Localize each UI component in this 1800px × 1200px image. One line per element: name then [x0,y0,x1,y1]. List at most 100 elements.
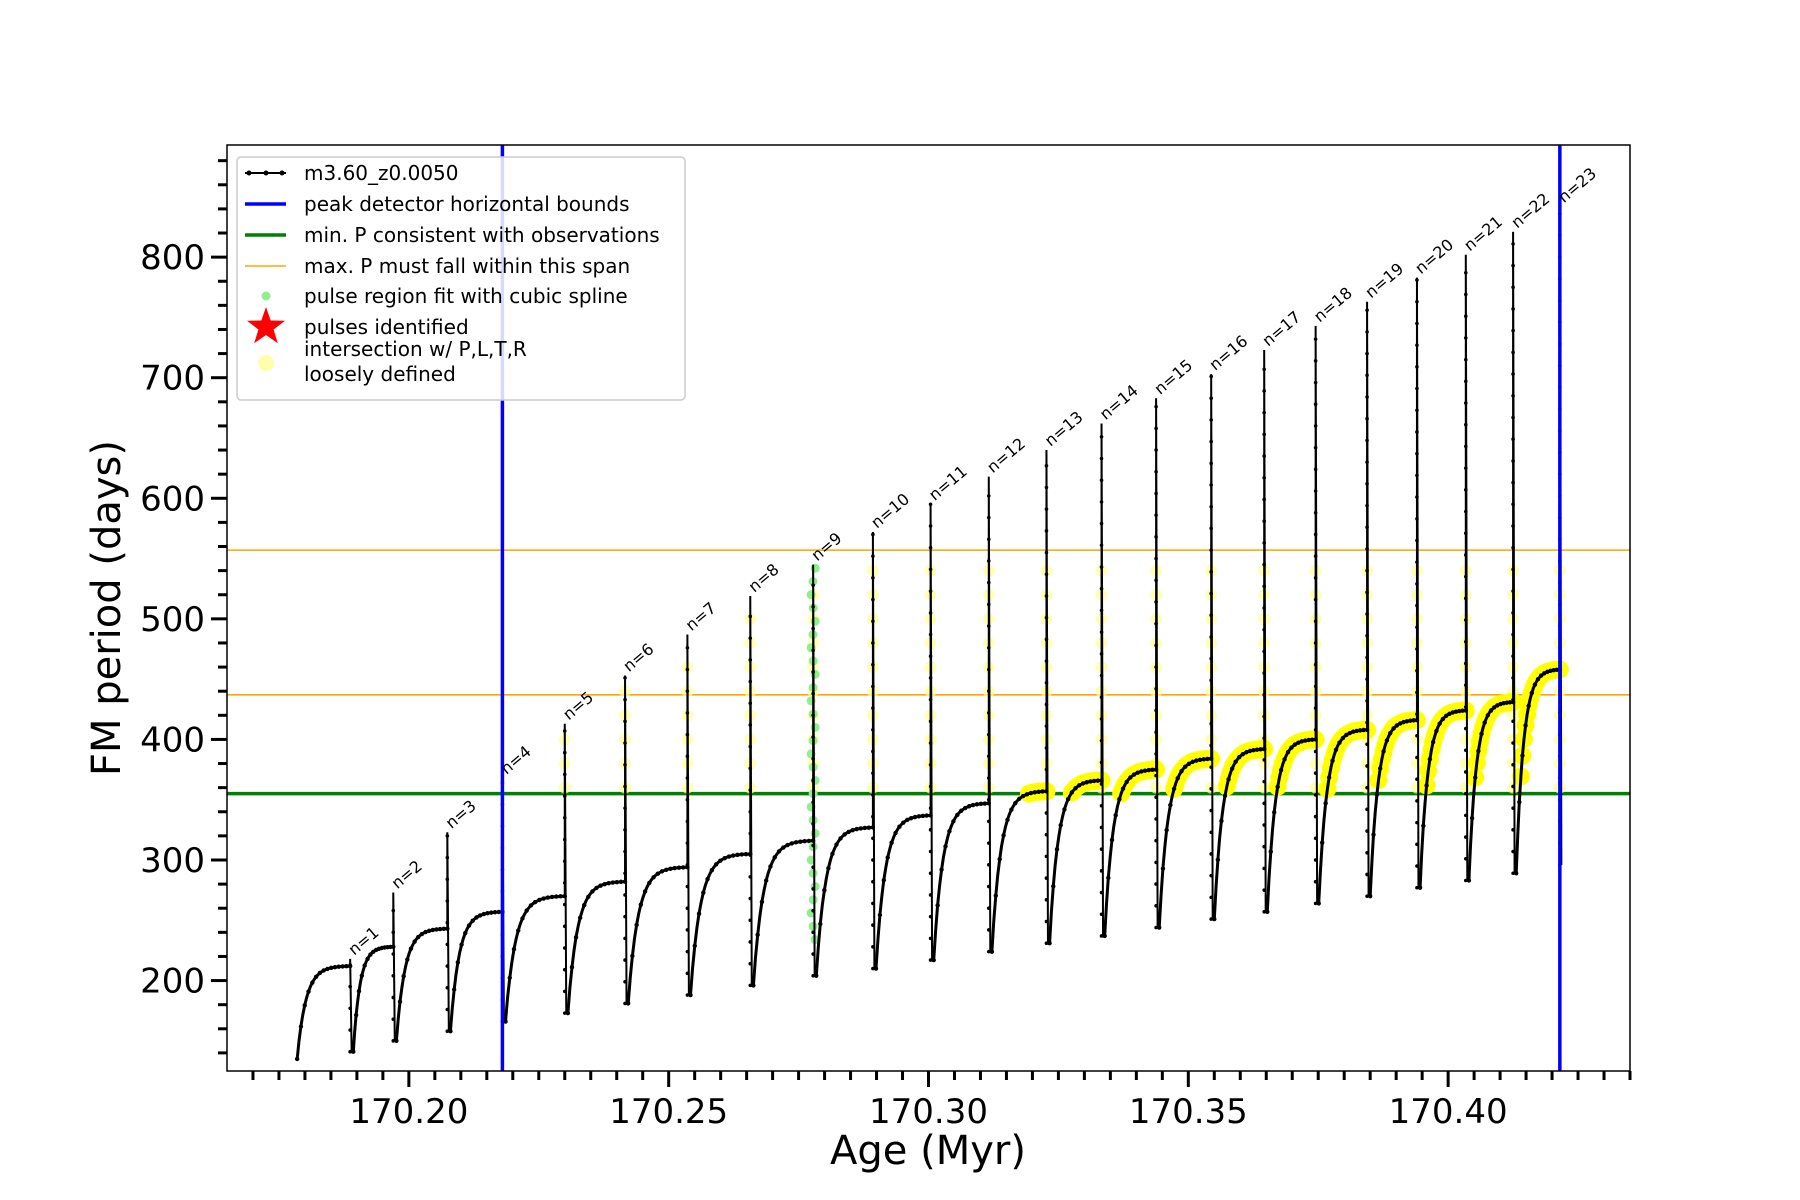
curve-point [528,903,534,908]
curve-point [692,943,697,948]
curve-point [577,915,583,920]
curve-point [1479,731,1484,737]
curve-point [1398,721,1403,726]
spike-point [685,863,690,867]
curve-point [430,927,435,933]
curve-point [822,887,827,893]
curve-point [966,804,972,809]
spike-point [685,819,690,824]
curve-point [582,902,587,908]
spike-point [986,819,991,824]
spike-point [1099,912,1104,917]
spike-point [1262,627,1266,632]
spike-point [1044,637,1049,642]
spike-point [1209,526,1213,531]
spike-point [986,494,991,498]
curve-point [935,903,940,908]
spike-point [445,834,450,838]
curve-point [1135,770,1140,775]
pulse-spike-16 [1210,374,1214,920]
curve-point [516,928,521,933]
spike-point [685,906,690,911]
spike-point [1511,350,1515,355]
curve-branch-8 [689,852,751,996]
curve-point [1247,748,1253,754]
curve-point [1117,796,1122,802]
curve-point [1190,759,1195,765]
pulse-label-10: n=10 [867,489,913,532]
spike-point [1099,890,1104,895]
spike-point [1415,516,1419,521]
spike-point [1262,389,1266,393]
spike-point [928,914,933,919]
spike-point [1463,683,1468,687]
spike-point [1415,755,1419,760]
spike-point [1099,869,1104,873]
spike-point [871,641,875,645]
curve-point [1205,756,1210,762]
curve-point [1080,781,1086,786]
pulse-spike-2 [392,892,396,1041]
curve-point [1460,708,1465,713]
spike-point [1099,500,1104,504]
spike-point [1463,813,1468,818]
curve-point [1434,728,1439,734]
curve-point [1013,800,1018,806]
curve-point [1254,747,1260,752]
spike-point [1099,565,1104,569]
curve-point [664,867,669,872]
spike-point [1415,430,1419,434]
spike-point [1209,917,1213,921]
spike-point [1365,785,1369,790]
spike-point [871,923,875,927]
spike-point [685,732,690,737]
spike-point [562,859,567,864]
curve-point [713,862,719,867]
curve-point [434,927,439,932]
spike-point [811,865,815,870]
spike-point [871,771,875,775]
curve-point [481,911,487,917]
spike-point [1313,576,1318,580]
period-series [294,206,1563,1062]
spike-point [871,793,875,797]
spike-point [1044,463,1049,468]
curve-point [793,840,799,845]
curve-point [1378,766,1383,771]
pulse-label-22: n=22 [1507,189,1553,232]
spike-point [623,741,627,745]
spike-point [1262,758,1266,762]
spike-point [1099,586,1104,591]
spike-point [1262,541,1266,545]
spline-point [806,590,816,600]
spike-point [1209,396,1213,401]
spike-point [1209,873,1213,878]
spike-point [1365,568,1369,573]
spike-point [748,636,753,640]
spike-point [986,928,991,932]
spike-point [1463,444,1468,449]
curve-point [1430,739,1436,745]
curve-branch-1 [295,964,351,1060]
curve-point [618,879,624,885]
curve-point [1222,793,1228,798]
curve-point [1233,759,1238,764]
y-tick-label: 800 [140,238,205,278]
legend-label: intersection w/ P,L,T,R [304,337,527,361]
spike-point [1415,799,1419,803]
spike-point [562,946,567,950]
spike-point [1262,454,1266,458]
spike-point [986,667,991,672]
spike-point [986,884,991,889]
curve-point [1306,737,1311,743]
spike-point [1209,787,1213,791]
curve-point [1330,758,1335,763]
curve-point [672,865,677,871]
spike-point [928,654,933,659]
curve-point [1186,761,1192,766]
spike-point [1415,495,1419,499]
spike-point [1365,351,1369,356]
curve-point [558,894,563,899]
curve-point [545,895,551,900]
curve-point [955,812,960,818]
